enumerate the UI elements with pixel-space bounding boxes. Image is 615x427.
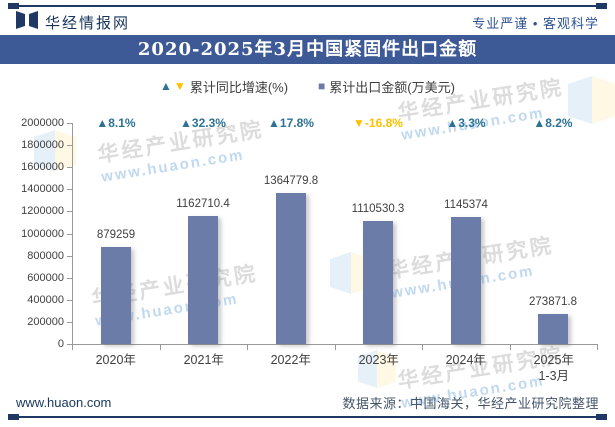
x-tick-mark xyxy=(422,345,423,350)
header-tagline: 专业严谨 • 客观科学 xyxy=(472,15,599,31)
y-tick-label: 1600000 xyxy=(21,161,64,174)
bar-2021年 xyxy=(188,215,218,344)
triangle-up-icon: ▲ xyxy=(160,79,172,93)
legend-amount-label: 累计出口金额(万美元) xyxy=(329,79,455,95)
square-marker-icon: ■ xyxy=(318,79,326,93)
x-tick-mark xyxy=(160,345,161,350)
bar-value-label: 879259 xyxy=(96,228,136,241)
triangle-down-icon: ▼ xyxy=(173,79,186,93)
y-tick-mark xyxy=(67,167,72,169)
growth-rate-label: ▲8.1% xyxy=(96,116,136,130)
bar-value-label: 1162710.4 xyxy=(176,197,230,210)
x-tick-mark xyxy=(335,345,336,350)
y-tick-mark xyxy=(67,189,72,191)
y-tick-label: 0 xyxy=(57,338,64,350)
y-tick-label: 1400000 xyxy=(21,183,64,196)
y-axis-line xyxy=(72,123,73,344)
x-category-label: 2025年 1-3月 xyxy=(533,353,574,383)
bar-2022年 xyxy=(276,193,306,344)
legend-item-amount: ■ 累计出口金额(万美元) xyxy=(318,77,455,96)
bar-value-label: 273871.8 xyxy=(529,295,577,308)
y-tick-mark xyxy=(67,145,72,147)
x-tick-mark xyxy=(510,345,511,350)
chart-legend: ▲ ▼ 累计同比增速(%) ■ 累计出口金额(万美元) xyxy=(0,77,615,95)
legend-growth-label: 累计同比增速(%) xyxy=(189,79,289,95)
footer-data-source: 数据来源：中国海关，华经产业研究院整理 xyxy=(342,395,599,411)
y-tick-mark xyxy=(67,211,72,213)
bar-2023年 xyxy=(363,221,393,344)
x-category-label: 2021年 xyxy=(183,353,224,367)
y-tick-mark xyxy=(67,321,72,323)
y-tick-mark xyxy=(67,255,72,257)
x-tick-mark xyxy=(597,345,598,350)
header: 华经情报网 专业严谨 • 客观科学 xyxy=(16,10,599,35)
x-category-label: 2022年 xyxy=(270,353,311,367)
growth-rate-label: ▲8.2% xyxy=(533,116,573,130)
chart-title: 2020-2025年3月中国紧固件出口金额 xyxy=(137,39,478,60)
top-divider-line xyxy=(8,3,607,9)
bar-2024年 xyxy=(451,217,481,344)
x-category-label: 2020年 xyxy=(95,353,136,367)
y-tick-mark xyxy=(67,233,72,235)
x-axis-line xyxy=(72,344,598,345)
bar-2025年 xyxy=(538,313,568,344)
growth-rate-label: ▲32.3% xyxy=(180,116,226,130)
brand: 华经情报网 xyxy=(16,10,130,35)
y-tick-label: 600000 xyxy=(27,271,64,284)
y-tick-mark xyxy=(67,123,72,124)
y-tick-label: 2000000 xyxy=(21,117,64,129)
y-tick-label: 400000 xyxy=(27,293,64,306)
bottom-divider-line xyxy=(8,414,607,420)
bar-2020年 xyxy=(101,246,131,344)
x-category-label: 2024年 xyxy=(445,353,486,367)
growth-rate-label: ▼-16.8% xyxy=(353,116,403,130)
footer: www.huaon.com 数据来源：中国海关，华经产业研究院整理 xyxy=(16,393,599,411)
x-tick-mark xyxy=(247,345,248,350)
legend-item-growth: ▲ ▼ 累计同比增速(%) xyxy=(160,77,288,96)
chart-title-bar: 2020-2025年3月中国紧固件出口金额 xyxy=(0,35,615,64)
growth-rate-label: ▲17.8% xyxy=(268,116,314,130)
x-category-label: 2023年 xyxy=(358,353,399,367)
growth-rate-label: ▲3.3% xyxy=(446,116,486,130)
y-tick-mark xyxy=(67,344,72,345)
bar-value-label: 1110530.3 xyxy=(351,203,405,216)
footer-website: www.huaon.com xyxy=(16,394,112,410)
y-tick-label: 1200000 xyxy=(21,205,64,218)
y-tick-label: 1000000 xyxy=(21,227,64,240)
y-tick-mark xyxy=(67,277,72,279)
bar-value-label: 1364779.8 xyxy=(263,175,319,188)
y-tick-label: 800000 xyxy=(27,249,64,262)
x-tick-mark xyxy=(72,345,73,350)
y-tick-label: 1800000 xyxy=(21,139,64,152)
brand-name: 华经情报网 xyxy=(45,14,131,32)
huajing-logo-icon xyxy=(16,10,38,35)
y-tick-mark xyxy=(67,299,72,301)
y-tick-label: 200000 xyxy=(27,315,64,328)
bar-value-label: 1145374 xyxy=(444,199,488,212)
